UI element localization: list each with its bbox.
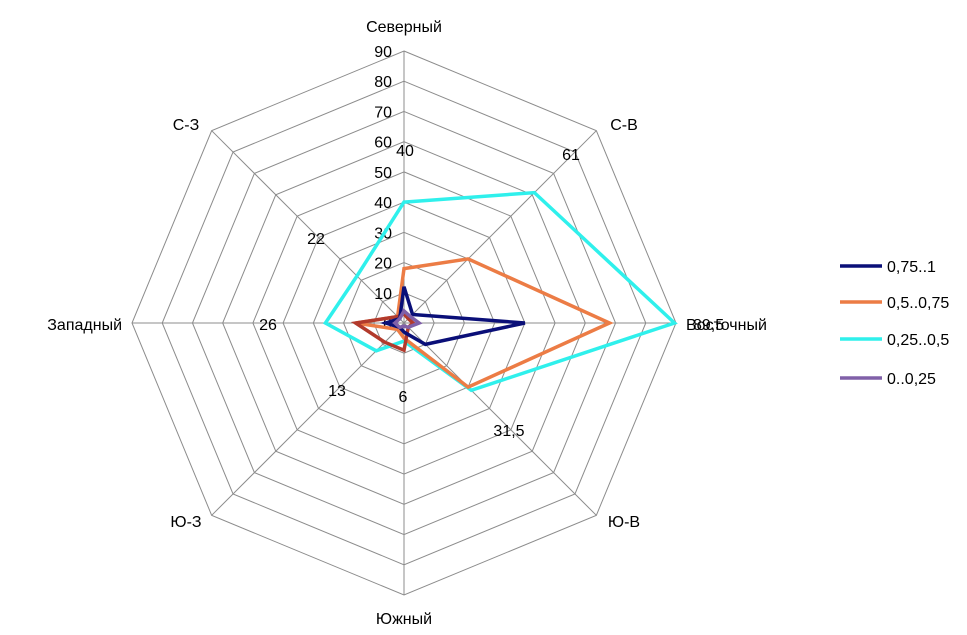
radar-grid [131, 50, 677, 596]
legend-label-0-0-25: 0..0,25 [887, 371, 936, 388]
data-labels: 40 61 89,5 31,5 6 13 26 22 [259, 143, 724, 440]
category-label-восточный: Восточный [686, 317, 767, 334]
data-label-южный: 6 [399, 389, 408, 406]
series-line-0-0-25 [392, 308, 423, 330]
tick-label: 10 [374, 286, 392, 303]
spoke-с-в [403, 130, 597, 324]
category-labels: Северный С-В Восточный Ю-В Южный Ю-З Западный С… [47, 19, 767, 628]
spoke-с-з [211, 130, 405, 324]
category-label-с-в: С-В [610, 117, 638, 134]
data-label-с-в: 61 [562, 147, 580, 164]
tick-label: 40 [374, 195, 392, 212]
spoke-ю-в [403, 322, 597, 516]
tick-label: 60 [374, 135, 392, 152]
category-label-ю-з: Ю-З [170, 514, 201, 531]
data-label-западный: 26 [259, 317, 277, 334]
data-label-восточный: 89,5 [693, 317, 724, 334]
tick-label: 90 [374, 44, 392, 61]
data-label-с-з: 22 [307, 231, 325, 248]
tick-label: 20 [374, 256, 392, 273]
tick-label: 80 [374, 74, 392, 91]
legend-label-0-75-1: 0,75..1 [887, 259, 936, 276]
legend-label-0-5-0-75: 0,5..0,75 [887, 295, 949, 312]
category-label-ю-в: Ю-В [608, 514, 640, 531]
series-line-extra-0 [350, 311, 416, 353]
data-label-северный: 40 [396, 143, 414, 160]
series-line-0-75-1 [379, 286, 526, 347]
legend: 0,75..1 0,5..0,75 0,25..0,5 0..0,25 [840, 259, 949, 388]
spoke-ю-з [211, 322, 405, 516]
data-label-ю-в: 31,5 [493, 423, 524, 440]
category-label-южный: Южный [376, 611, 432, 628]
series-group [322, 190, 678, 393]
category-label-западный: Западный [47, 317, 122, 334]
tick-label: 70 [374, 104, 392, 121]
legend-label-0-25-0-5: 0,25..0,5 [887, 332, 949, 349]
data-label-ю-з: 13 [328, 383, 346, 400]
category-label-северный: Северный [366, 19, 442, 36]
tick-label: 50 [374, 165, 392, 182]
category-label-с-з: С-З [173, 117, 200, 134]
